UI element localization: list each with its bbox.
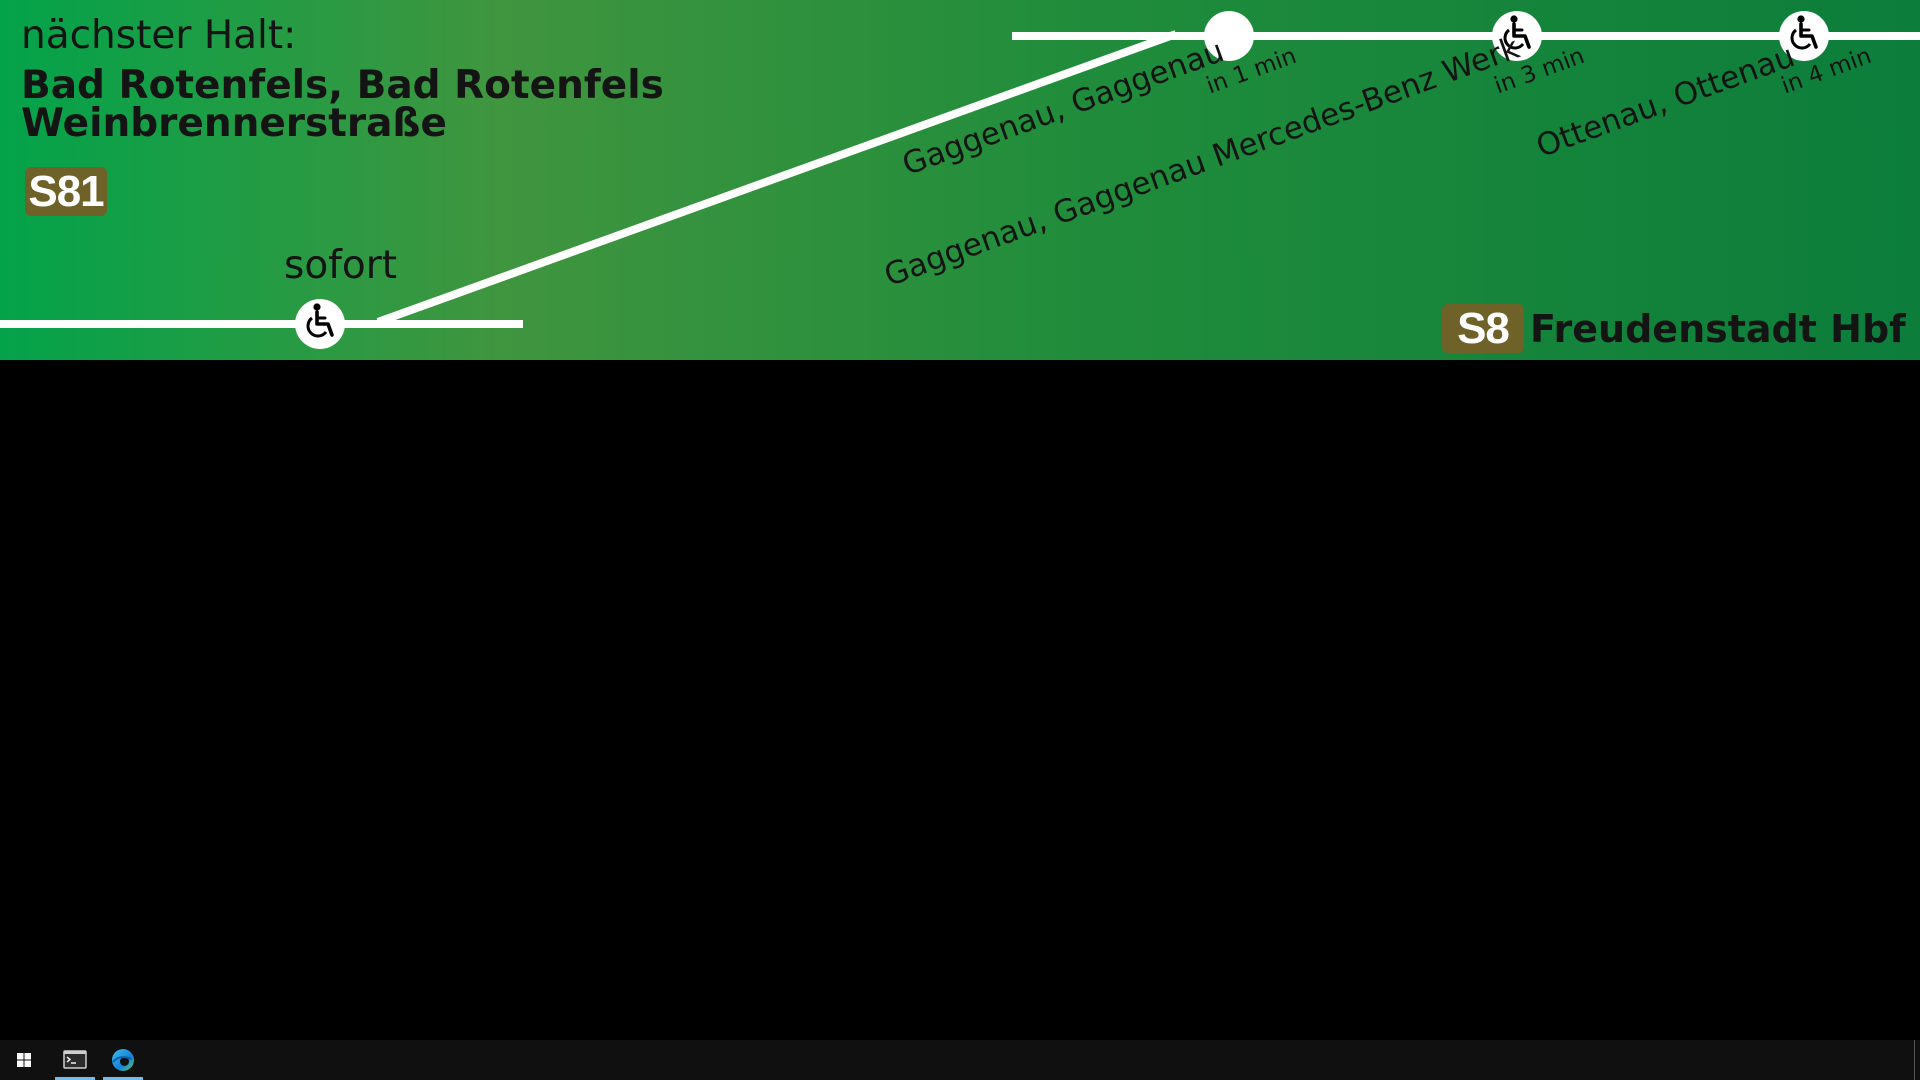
destination-line-badge: S8 bbox=[1442, 304, 1524, 353]
passenger-info-display: nächster Halt: Bad Rotenfels, Bad Rotenf… bbox=[0, 0, 1920, 360]
taskbar-terminal-button[interactable] bbox=[51, 1040, 99, 1080]
next-stop-name-line2: Weinbrennerstraße bbox=[21, 101, 447, 146]
taskbar-edge-button[interactable] bbox=[99, 1040, 147, 1080]
terminal-icon bbox=[63, 1050, 87, 1069]
current-line-badge: S81 bbox=[25, 167, 107, 216]
taskbar bbox=[0, 1040, 1920, 1080]
current-stop-marker bbox=[295, 299, 345, 349]
next-stop-name: Bad Rotenfels, Bad Rotenfels Weinbrenner… bbox=[21, 63, 664, 146]
wheelchair-icon bbox=[306, 303, 334, 338]
route-line-diagonal bbox=[376, 30, 1178, 326]
edge-browser-icon bbox=[112, 1049, 134, 1071]
stop-marker-2 bbox=[1492, 11, 1542, 61]
wheelchair-icon bbox=[1503, 15, 1531, 50]
show-desktop-button[interactable] bbox=[1914, 1040, 1920, 1080]
next-stop-label: nächster Halt: bbox=[21, 13, 297, 58]
active-indicator bbox=[55, 1077, 95, 1080]
active-indicator bbox=[103, 1077, 143, 1080]
stop-marker-3 bbox=[1779, 11, 1829, 61]
wheelchair-icon bbox=[1790, 15, 1818, 50]
destination-name: Freudenstadt Hbf bbox=[1530, 307, 1906, 351]
start-button[interactable] bbox=[0, 1040, 48, 1080]
route-diagram bbox=[0, 11, 1920, 349]
current-stop-time: sofort bbox=[284, 243, 398, 288]
windows-start-icon bbox=[17, 1053, 31, 1067]
next-stop-name-line1: Bad Rotenfels, Bad Rotenfels bbox=[21, 63, 664, 108]
stop-marker-1 bbox=[1204, 11, 1254, 61]
